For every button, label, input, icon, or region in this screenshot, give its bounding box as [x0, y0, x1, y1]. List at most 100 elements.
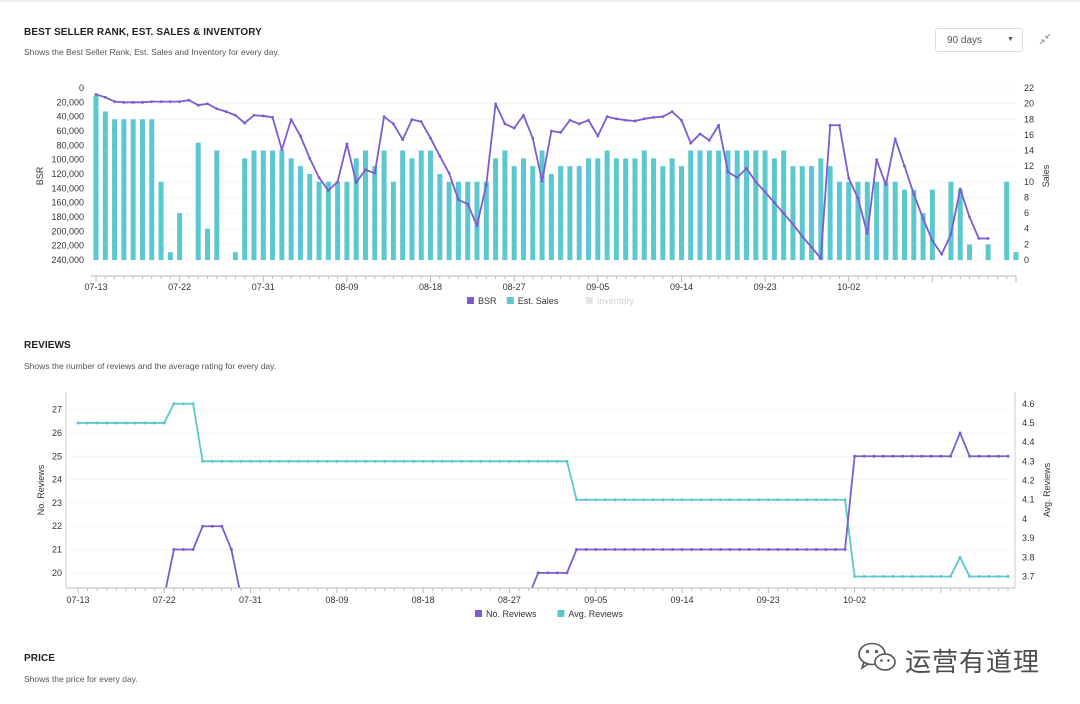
sales-bar	[957, 189, 963, 260]
avg-reviews-point	[805, 498, 809, 502]
avg-reviews-point	[929, 574, 933, 578]
no-reviews-point	[814, 548, 818, 552]
range-select[interactable]: 90 days ▼	[935, 28, 1023, 52]
sales-bar	[781, 150, 787, 260]
bsr-point	[113, 100, 116, 104]
sales-bar	[167, 252, 173, 260]
no-reviews-point	[210, 524, 214, 528]
no-reviews-point	[670, 548, 674, 552]
avg-reviews-point	[814, 498, 818, 502]
avg-reviews-point	[795, 498, 799, 502]
sales-bar	[874, 181, 880, 260]
avg-reviews-point	[201, 459, 205, 463]
avg-reviews-point	[680, 498, 684, 502]
x-tick-label: 08-18	[419, 282, 442, 292]
sales-bar	[734, 150, 740, 260]
y2-tick-label: 6	[1024, 208, 1029, 218]
no-reviews-point	[546, 571, 550, 575]
y-tick-label: 24	[52, 475, 62, 485]
sales-bar	[706, 150, 712, 260]
y-tick-label: 240,000	[51, 255, 84, 265]
y2-axis-label: Sales	[1041, 164, 1051, 187]
y-tick-label: 26	[52, 428, 62, 438]
no-reviews-point	[489, 595, 492, 598]
bsr-point	[930, 239, 934, 243]
avg-reviews-point	[987, 574, 991, 578]
avg-reviews-point	[172, 402, 176, 406]
avg-reviews-point	[766, 498, 770, 502]
avg-reviews-point	[86, 421, 90, 425]
y-tick-label: 20,000	[56, 97, 84, 107]
sales-bar	[716, 150, 722, 260]
bsr-point	[168, 100, 172, 104]
sales-bar	[771, 158, 777, 260]
sales-bar	[855, 181, 861, 260]
no-reviews-point	[661, 548, 665, 552]
no-reviews-point	[718, 548, 722, 552]
sales-bar	[260, 150, 266, 260]
bsr-point	[745, 166, 748, 170]
bsr-sales-chart: 0 2 4 6 8 10 12 14 16 18 20 22 0 20,000 40,000 60,000 80…	[35, 83, 1051, 306]
collapse-arrows-icon[interactable]	[1037, 31, 1053, 47]
avg-reviews-point	[603, 498, 607, 502]
avg-reviews-point	[364, 459, 368, 463]
y-tick-label: 20	[52, 568, 62, 578]
bsr-point	[475, 224, 479, 228]
avg-reviews-point	[622, 498, 626, 502]
y-tick-label: 27	[52, 405, 62, 415]
no-reviews-point	[124, 595, 127, 598]
sales-bar	[446, 181, 452, 260]
avg-reviews-point	[153, 421, 157, 425]
bsr-point	[410, 118, 414, 121]
bsr-point	[865, 232, 869, 235]
no-reviews-point	[575, 548, 579, 552]
sales-bar	[474, 181, 480, 260]
avg-reviews-point	[431, 459, 435, 463]
no-reviews-point	[355, 595, 358, 598]
sales-bar	[344, 181, 350, 260]
sales-bar	[613, 158, 619, 260]
bsr-point	[587, 118, 590, 122]
avg-reviews-point	[277, 459, 281, 463]
sales-bar	[827, 166, 833, 260]
sales-bar	[121, 119, 127, 260]
y2-tick-label: 16	[1024, 130, 1034, 140]
no-reviews-point	[565, 571, 569, 575]
price-section-title: PRICE	[24, 653, 56, 664]
reviews-chart: 20 21 22 23 24 25 26 27 3.7 3.8 3.9 4 4.1 4.2 4.3 4.4 4.…	[36, 392, 1052, 619]
bsr-point	[782, 212, 786, 215]
bsr-point	[438, 154, 442, 158]
y2-tick-label: 4.1	[1022, 495, 1035, 505]
no-reviews-point	[929, 454, 933, 458]
sales-bar	[688, 150, 694, 260]
no-reviews-point	[191, 548, 195, 552]
no-reviews-point	[393, 595, 396, 598]
no-reviews-point	[584, 548, 588, 552]
avg-reviews-point	[479, 459, 483, 463]
bsr-point	[122, 100, 126, 104]
legend-swatch	[585, 297, 593, 304]
no-reviews-point	[268, 595, 271, 598]
sales-bar	[520, 158, 526, 260]
avg-reviews-point	[316, 459, 320, 463]
avg-reviews-point	[134, 421, 138, 425]
avg-reviews-point	[114, 421, 118, 425]
x-tick-label: 08-27	[498, 595, 521, 605]
sales-bar	[799, 166, 805, 260]
no-reviews-point	[881, 454, 885, 458]
avg-reviews-point	[824, 498, 828, 502]
avg-reviews-point	[297, 459, 301, 463]
no-reviews-point	[536, 571, 540, 575]
avg-reviews-point	[690, 498, 694, 502]
sales-bar	[130, 119, 136, 260]
range-select-value: 90 days	[947, 35, 983, 46]
bsr-point	[549, 129, 553, 133]
sales-bar	[307, 174, 313, 260]
y2-tick-label: 0	[1024, 255, 1029, 265]
legend-swatch	[467, 297, 474, 304]
no-reviews-point	[115, 595, 118, 598]
sales-bar	[177, 213, 183, 260]
no-reviews-point	[958, 431, 962, 435]
avg-reviews-point	[440, 459, 444, 463]
bsr-point	[178, 100, 182, 104]
